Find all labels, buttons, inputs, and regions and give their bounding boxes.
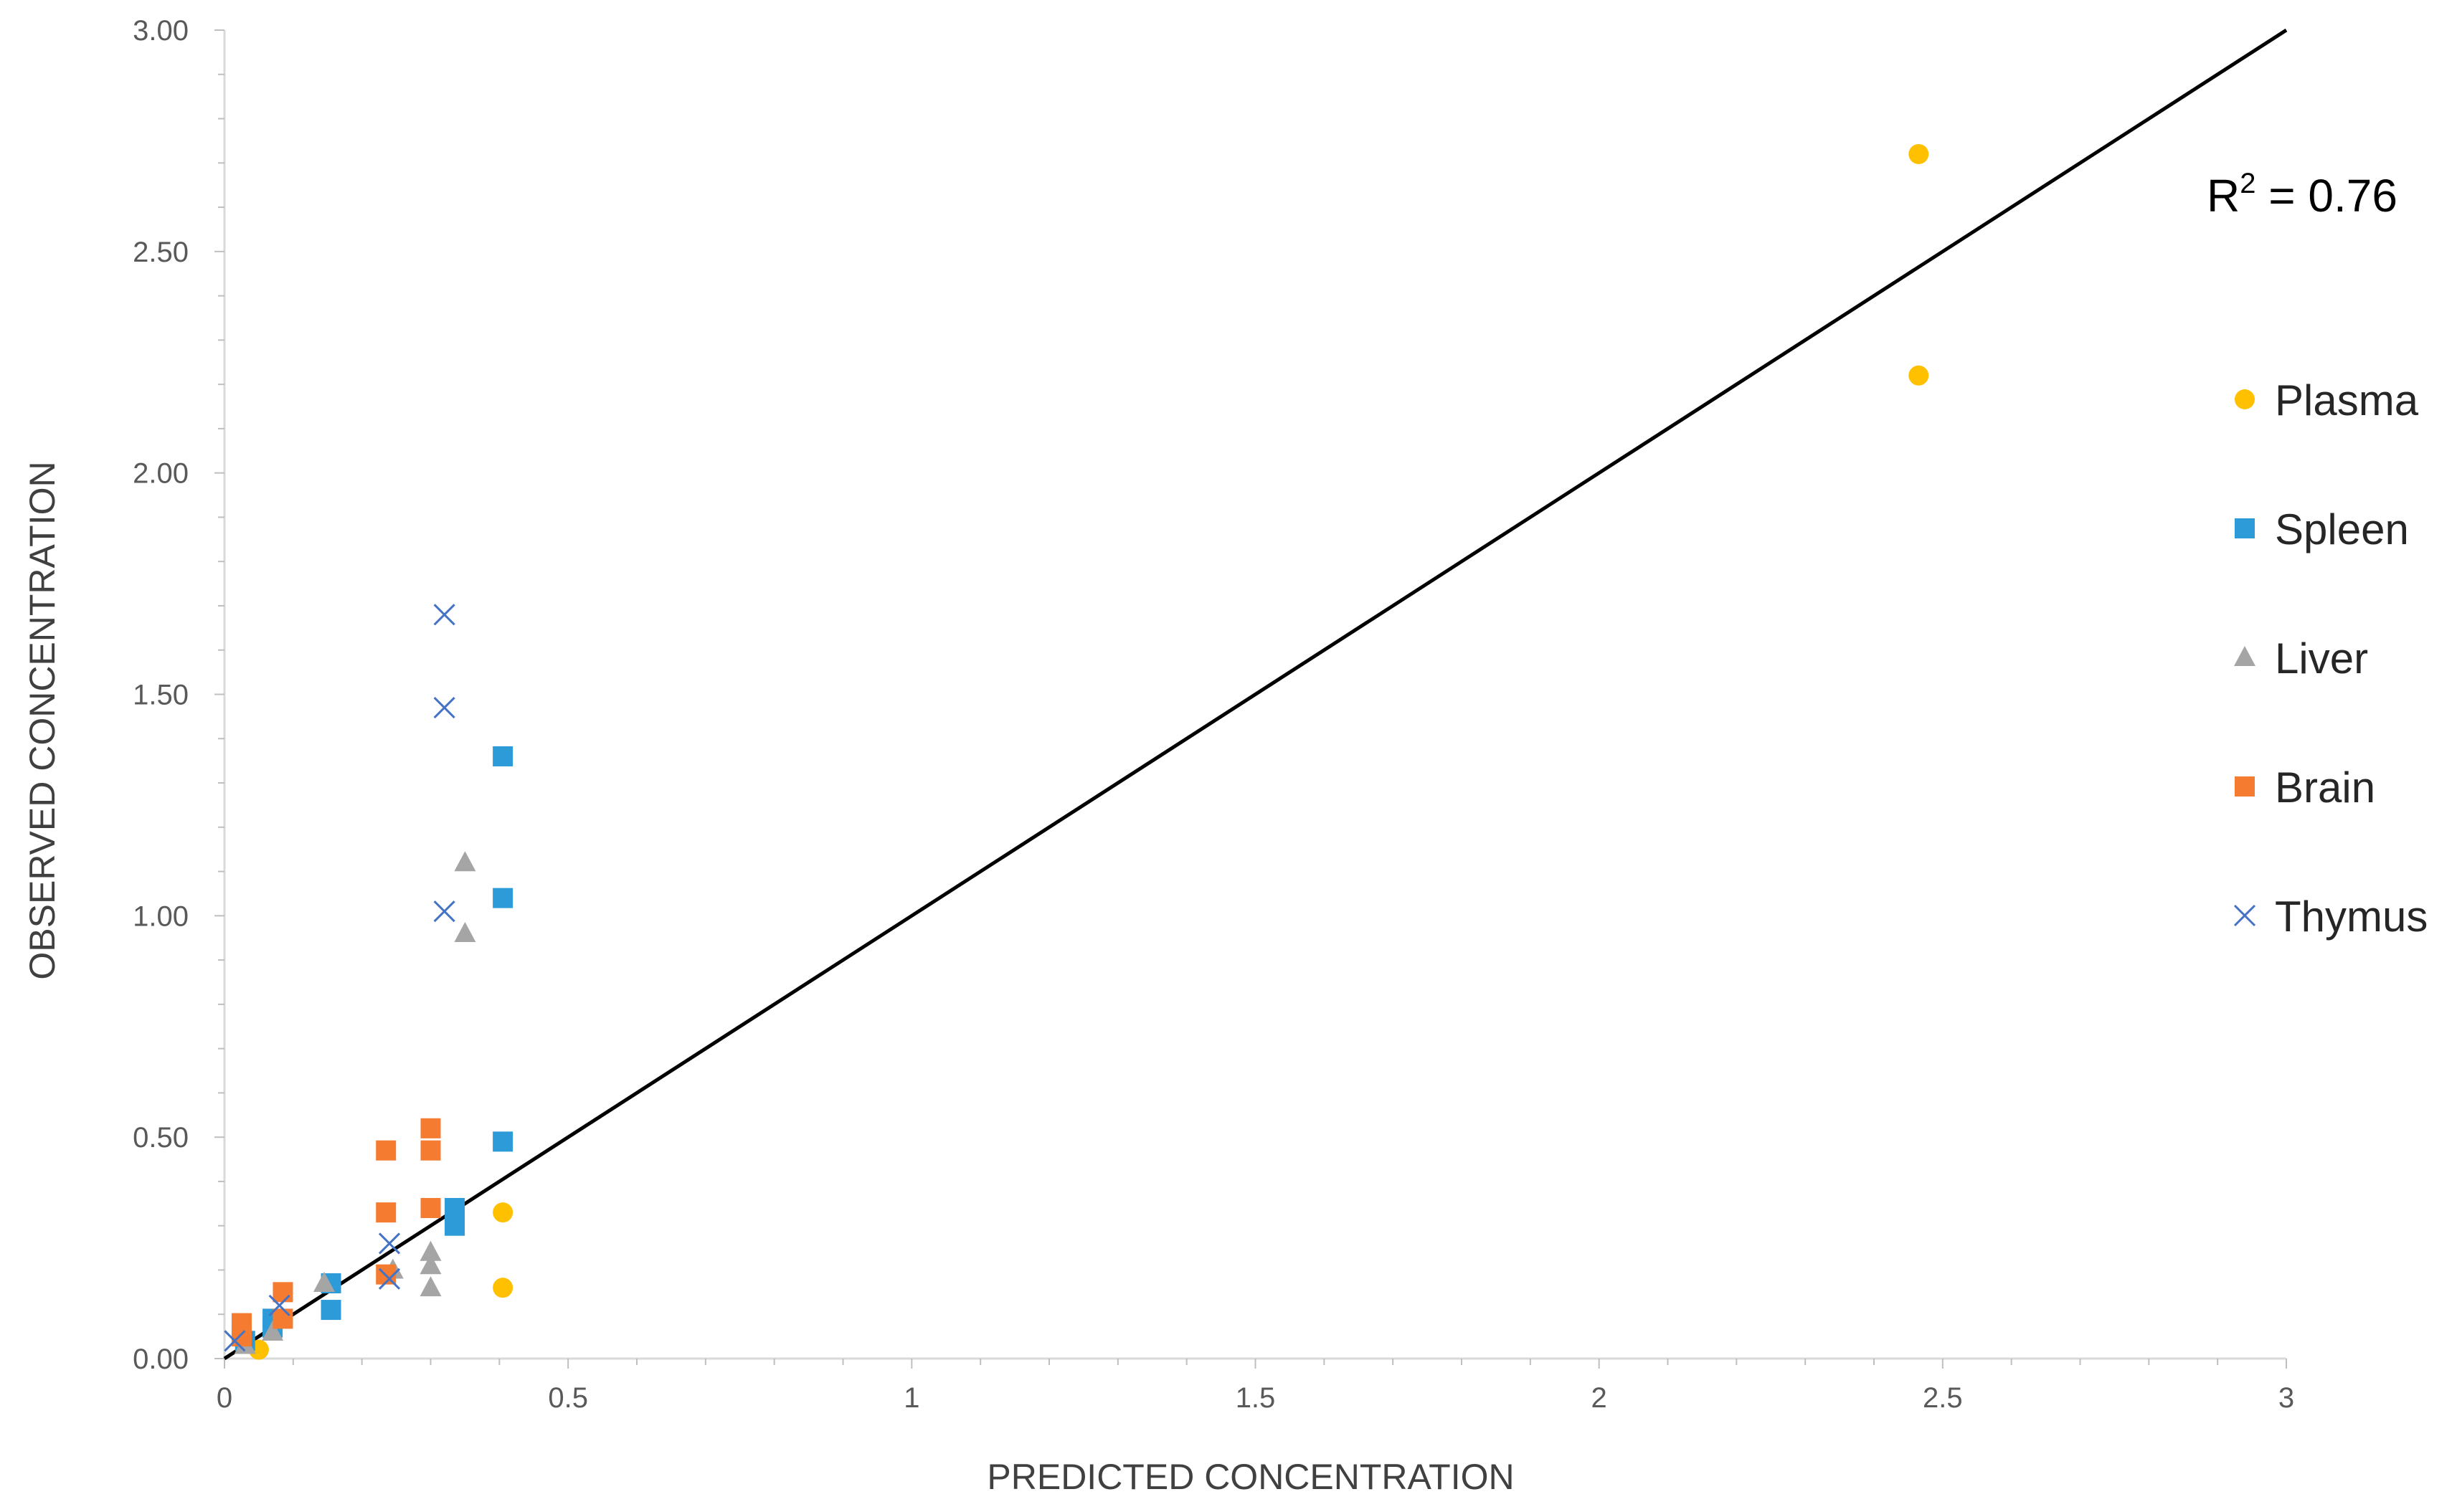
- x-tick-label: 1: [904, 1382, 919, 1414]
- liver-point: [262, 1320, 284, 1341]
- brain-point: [420, 1118, 441, 1138]
- identity-line-layer: [223, 28, 2288, 1361]
- r-squared-value: = 0.76: [2255, 170, 2397, 222]
- data-points: [224, 143, 1929, 1360]
- liver-point: [420, 1254, 442, 1275]
- thymus-point: [224, 1330, 246, 1352]
- y-tick-label: 2.00: [133, 458, 189, 490]
- brain-point: [420, 1140, 441, 1161]
- plasma-point: [1908, 143, 1929, 164]
- spleen-point: [493, 746, 513, 766]
- r-squared-prefix: R: [2207, 170, 2240, 222]
- x-tick-label: 2: [1591, 1382, 1607, 1414]
- legend-marker-brain: [2235, 776, 2255, 797]
- legend-marker-spleen: [2235, 518, 2255, 538]
- y-tick-label: 0.00: [133, 1344, 189, 1375]
- y-axis-title: OBSERVED CONCENTRATION: [22, 461, 62, 979]
- thymus-point: [378, 1232, 401, 1255]
- x-tick-label: 2.5: [1923, 1382, 1963, 1414]
- x-marker-stroke: [433, 900, 455, 923]
- x-marker-stroke: [268, 1294, 290, 1316]
- thymus-point: [433, 696, 455, 719]
- legend-label-spleen: Spleen: [2275, 505, 2409, 553]
- x-tick-label: 0: [217, 1382, 232, 1414]
- legend-marker-thymus: [2233, 904, 2256, 927]
- x-tick-label: 3: [2278, 1382, 2294, 1414]
- legend-label-plasma: Plasma: [2275, 376, 2419, 424]
- x-marker-stroke: [224, 1330, 246, 1352]
- spleen-point: [493, 1131, 513, 1152]
- spleen-point: [445, 1215, 465, 1236]
- spleen-point: [321, 1300, 341, 1321]
- axes: [214, 29, 2287, 1369]
- plasma-point: [493, 1278, 513, 1298]
- legend-label-brain: Brain: [2275, 764, 2375, 812]
- brain-point: [376, 1202, 397, 1223]
- legend-marker-liver: [2234, 646, 2255, 666]
- liver-point: [420, 1276, 442, 1297]
- spleen-point: [445, 1197, 465, 1218]
- liver-point: [454, 922, 476, 943]
- thymus-point: [433, 900, 455, 923]
- thymus-point: [268, 1294, 290, 1316]
- brain-point: [231, 1326, 252, 1347]
- x-marker-stroke: [378, 1268, 401, 1290]
- y-tick-label: 2.50: [133, 237, 189, 268]
- r-squared-annotation: R2 = 0.76: [2207, 168, 2397, 222]
- x-marker-stroke: [433, 696, 455, 719]
- y-tick-label: 1.50: [133, 680, 189, 711]
- x-axis-title: PREDICTED CONCENTRATION: [987, 1457, 1514, 1497]
- x-tick-label: 1.5: [1236, 1382, 1276, 1414]
- x-marker-stroke: [2233, 904, 2256, 927]
- y-tick-label: 3.00: [133, 15, 189, 47]
- x-marker-stroke: [378, 1232, 401, 1255]
- plasma-point: [1908, 365, 1929, 386]
- x-marker-stroke: [433, 604, 455, 626]
- brain-point: [376, 1140, 397, 1161]
- legend-marker-plasma: [2235, 389, 2255, 409]
- legend: Plasma Spleen Liver Brain Thymus: [2233, 376, 2428, 941]
- brain-point: [420, 1197, 441, 1218]
- plasma-point: [493, 1202, 513, 1223]
- legend-label-liver: Liver: [2275, 634, 2368, 683]
- legend-label-thymus: Thymus: [2275, 893, 2428, 941]
- brain-point: [273, 1282, 293, 1303]
- r-squared-superscript: 2: [2240, 168, 2255, 199]
- spleen-point: [493, 888, 513, 908]
- tick-labels: 0 0.5 1 1.5 2 2.5 3 0.00 0.50 1.00 1.50 2.00 2.50 3.0…: [133, 15, 2294, 1414]
- brain-point: [273, 1308, 293, 1329]
- identity-line: [223, 28, 2288, 1361]
- thymus-point: [433, 604, 455, 626]
- liver-point: [313, 1271, 335, 1292]
- liver-point: [420, 1240, 442, 1261]
- thymus-point: [378, 1268, 401, 1290]
- x-tick-label: 0.5: [548, 1382, 588, 1414]
- liver-point: [454, 851, 476, 872]
- y-tick-label: 1.00: [133, 900, 189, 932]
- y-tick-label: 0.50: [133, 1122, 189, 1154]
